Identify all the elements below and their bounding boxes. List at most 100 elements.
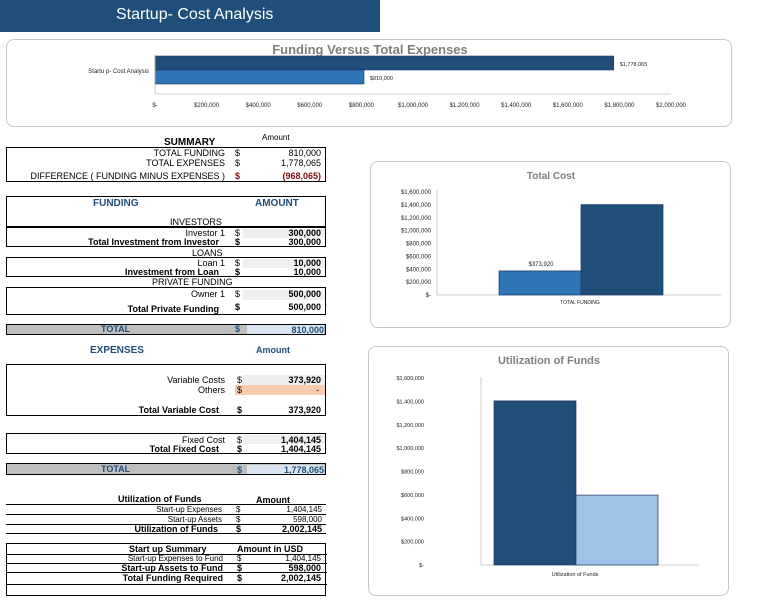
utilization-ticks: $1,600,000 $1,400,000 $1,200,000 $1,000,000… xyxy=(396,376,424,569)
total-funding-required-label: Total Funding Required xyxy=(122,573,223,583)
funding-total-cur: $ xyxy=(235,324,241,334)
startup-assets-label: Start-up Assets to Fund xyxy=(121,563,223,573)
x-tick-label: $1,000,000 xyxy=(398,103,429,109)
startup-expenses-value: 1,404,145 xyxy=(285,554,321,563)
y-tick-label: $1,400,000 xyxy=(396,399,424,405)
startup-summary-table: Start up Summary Amount in USD Start-up … xyxy=(6,543,327,596)
x-tick-label: $1,800,000 xyxy=(604,103,635,109)
total-cost-category: TOTAL FUNDING xyxy=(560,300,600,306)
y-tick-label: $400,000 xyxy=(406,267,432,273)
expenses-total-label: TOTAL xyxy=(101,464,131,474)
page-title: Startup- Cost Analysis xyxy=(0,0,380,32)
x-tick-label: $800,000 xyxy=(349,103,375,109)
startup-summary-amount-header: Amount in USD xyxy=(237,544,303,554)
total-cost-svg: Total Cost $1,600,000 $1,400,000 $1,200,00… xyxy=(401,171,721,306)
total-funding-required-value: 2,002,145 xyxy=(280,573,321,583)
x-tick-label: $1,200,000 xyxy=(450,103,481,109)
utilization-category: Utilization of Funds xyxy=(552,572,599,578)
hbars-group: $1,778,065 $810,000 xyxy=(154,55,648,85)
fixed-costs-table: Fixed Cost $ 1,404,145 Total Fixed Cost … xyxy=(6,433,326,454)
y-tick-label: $400,000 xyxy=(401,516,424,522)
loans-table: Loan 1 $ 10,000 Investment from Loan $ 1… xyxy=(6,257,326,277)
others-value[interactable]: - xyxy=(316,385,319,395)
funding-total-label: TOTAL xyxy=(101,324,131,334)
owner1-cur: $ xyxy=(235,289,241,299)
y-tick-label: $800,000 xyxy=(401,470,424,476)
x-tick-label: $1,600,000 xyxy=(553,103,584,109)
others-shade xyxy=(235,385,325,395)
startup-summary-title: Start up Summary xyxy=(129,544,207,554)
funding-total-row: TOTAL $ 810,000 xyxy=(6,324,326,335)
summary-difference-cur: $ xyxy=(235,171,241,181)
x-tick-label: $1,400,000 xyxy=(501,103,532,109)
bar-1 xyxy=(580,204,664,296)
utilization-expenses-label: Start-up Expenses xyxy=(156,505,222,514)
owner1-value: 500,000 xyxy=(288,289,321,299)
utilization-total-value: 2,002,145 xyxy=(281,524,322,534)
x-tick-label: $200,000 xyxy=(194,103,220,109)
utilization-assets-value: 598,000 xyxy=(293,515,322,524)
hbar-0 xyxy=(154,55,615,71)
expenses-total-value: 1,778,065 xyxy=(247,465,324,475)
bar-0 xyxy=(493,400,577,566)
summary-total-expenses-label: TOTAL EXPENSES xyxy=(146,158,225,168)
variable-costs-table: Variable Costs $ 373,920 Others $ - Tota… xyxy=(6,364,326,416)
total-investment-cur: $ xyxy=(235,237,241,247)
x-ticks-group: $- $200,000 $400,000 $600,000 $800,000 $1,000… xyxy=(152,103,686,109)
y-tick-label: $600,000 xyxy=(401,493,424,499)
y-tick-label: $200,000 xyxy=(406,280,432,286)
utilization-row-line-1 xyxy=(6,514,326,515)
x-tick-label: $2,000,000 xyxy=(656,103,687,109)
total-fixed-cur: $ xyxy=(237,444,243,454)
y-tick-label: $800,000 xyxy=(406,242,432,248)
expenses-total-row: TOTAL $ 1,778,065 xyxy=(6,463,326,475)
investor1-label: Investor 1 xyxy=(185,228,225,238)
fixed-shade xyxy=(243,435,325,444)
startup-summary-line-2 xyxy=(7,572,327,573)
fixed-cost-cur: $ xyxy=(237,435,243,445)
summary-difference-value: (968,065) xyxy=(282,171,321,181)
total-cost-title: Total Cost xyxy=(527,171,576,182)
chart-category-label: Startu p- Cost Analysis xyxy=(88,69,149,75)
y-tick-label: $200,000 xyxy=(401,540,424,546)
y-tick-label: $- xyxy=(419,563,424,569)
loan1-shade xyxy=(243,259,325,268)
total-investment-label: Total Investment from Investor xyxy=(88,237,219,247)
utilization-expenses-cur: $ xyxy=(236,505,241,514)
loan-total-value: 10,000 xyxy=(293,267,321,277)
loan1-cur: $ xyxy=(235,258,241,268)
summary-total-funding-value: 810,000 xyxy=(288,148,321,158)
y-tick-label: $1,600,000 xyxy=(401,190,432,196)
startup-summary-line-3 xyxy=(7,584,327,585)
funding-vs-expenses-chart: Funding Versus Total Expenses Startu p- … xyxy=(6,39,732,127)
utilization-expenses-value: 1,404,145 xyxy=(286,505,322,514)
utilization-total-cur: $ xyxy=(236,524,242,534)
owner1-label: Owner 1 xyxy=(190,289,225,299)
chart-title: Funding Versus Total Expenses xyxy=(272,42,468,57)
private-total-cur: $ xyxy=(235,302,241,312)
others-label: Others xyxy=(197,385,225,395)
total-cost-ticks: $1,600,000 $1,400,000 $1,200,000 $1,000,000… xyxy=(401,190,432,299)
private-total-label: Total Private Funding xyxy=(127,304,219,314)
hbar-label-0: $1,778,065 xyxy=(620,62,648,68)
total-cost-bar-label: $373,920 xyxy=(528,262,554,268)
expenses-amount-header: Amount xyxy=(256,345,290,355)
utilization-total-label: Utilization of Funds xyxy=(134,524,219,534)
y-tick-label: $- xyxy=(426,293,431,299)
others-cur: $ xyxy=(237,385,243,395)
summary-difference-label: DIFFERENCE ( FUNDING MINUS EXPENSES ) xyxy=(30,171,225,181)
loan1-label: Loan 1 xyxy=(197,258,225,268)
summary-total-expenses-cur: $ xyxy=(235,158,241,168)
utilization-row-line-2 xyxy=(6,524,326,525)
y-tick-label: $1,200,000 xyxy=(401,216,432,222)
utilization-amount-header: Amount xyxy=(256,495,290,505)
x-tick-label: $600,000 xyxy=(297,103,323,109)
utilization-chart-title: Utilization of Funds xyxy=(498,355,600,367)
startup-expenses-cur: $ xyxy=(237,554,242,563)
startup-expenses-label: Start-up Expenses to Fund xyxy=(127,554,223,563)
summary-total-funding-label: TOTAL FUNDING xyxy=(153,148,225,158)
hbar-label-1: $810,000 xyxy=(370,76,393,82)
y-tick-label: $1,600,000 xyxy=(396,376,424,382)
utilization-title: Utilization of Funds xyxy=(118,494,202,504)
startup-summary-header-line xyxy=(7,554,327,555)
